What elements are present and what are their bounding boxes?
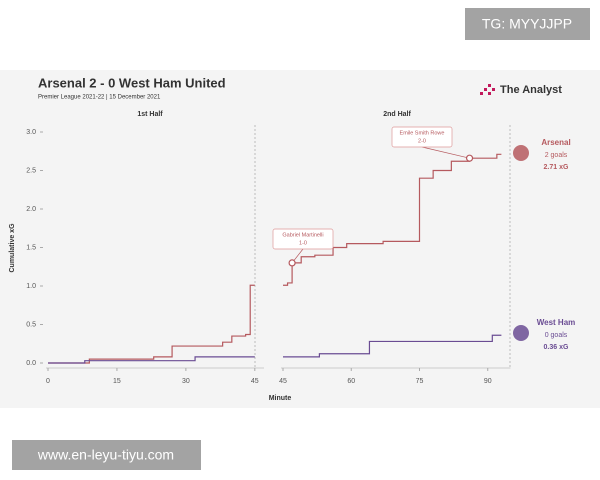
brand-name: The Analyst <box>500 84 562 96</box>
team-label: West Ham 0 goals 0.36 xG <box>513 318 575 351</box>
xg-line <box>48 356 255 364</box>
xg-line <box>48 284 255 364</box>
team-name: West Ham <box>537 318 576 327</box>
x-axis-label: Minute <box>269 395 292 402</box>
team-goals: 2 goals <box>545 152 568 159</box>
y-tick-label: 0.0 <box>26 360 36 367</box>
brand-logo: The Analyst <box>480 84 562 96</box>
x-tick-label: 75 <box>416 378 424 385</box>
team-badge <box>513 145 529 161</box>
goal-marker <box>288 259 296 267</box>
watermark-box <box>465 8 590 40</box>
annotation-text: Gabriel Martinelli <box>282 232 323 238</box>
x-tick-label: 15 <box>113 378 121 385</box>
x-tick-label: 0 <box>46 378 50 385</box>
x-tick-label: 90 <box>484 378 492 385</box>
panel-title: 2nd Half <box>383 111 411 118</box>
y-tick-label: 2.0 <box>26 206 36 213</box>
y-tick-label: 2.5 <box>26 167 36 174</box>
watermark: www.en-leyu-tiyu.com <box>37 447 174 463</box>
annotation-score: 2-0 <box>418 138 426 144</box>
panel-title: 1st Half <box>137 111 163 118</box>
team-goals: 0 goals <box>545 332 568 339</box>
x-tick-label: 30 <box>182 378 190 385</box>
y-axis-label: Cumulative xG <box>9 223 16 273</box>
team-badge <box>513 325 529 341</box>
annotation-box <box>272 228 334 250</box>
xg-line <box>283 334 502 358</box>
team-xg: 0.36 xG <box>544 344 569 351</box>
annotation-connector <box>421 146 470 159</box>
x-tick-label: 45 <box>279 378 287 385</box>
annotation-text: Emile Smith Rowe <box>400 130 445 136</box>
y-tick-label: 1.0 <box>26 283 36 290</box>
goal-marker <box>465 154 474 162</box>
x-tick-label: 60 <box>347 378 355 385</box>
chart-title: Arsenal 2 - 0 West Ham United <box>38 75 226 90</box>
watermark: TG: MYYJJPP <box>482 16 572 32</box>
y-tick-label: 0.5 <box>26 321 36 328</box>
team-label: Arsenal 2 goals 2.71 xG <box>513 138 571 171</box>
team-name: Arsenal <box>541 138 570 147</box>
y-tick-label: 1.5 <box>26 244 36 251</box>
annotation-box <box>391 126 453 148</box>
annotation-score: 1-0 <box>299 240 307 246</box>
x-tick-label: 45 <box>251 378 259 385</box>
team-xg: 2.71 xG <box>544 164 569 171</box>
y-tick-label: 3.0 <box>26 129 36 136</box>
chart-subtitle: Premier League 2021-22 | 15 December 202… <box>38 95 161 101</box>
watermark-box <box>12 440 201 470</box>
